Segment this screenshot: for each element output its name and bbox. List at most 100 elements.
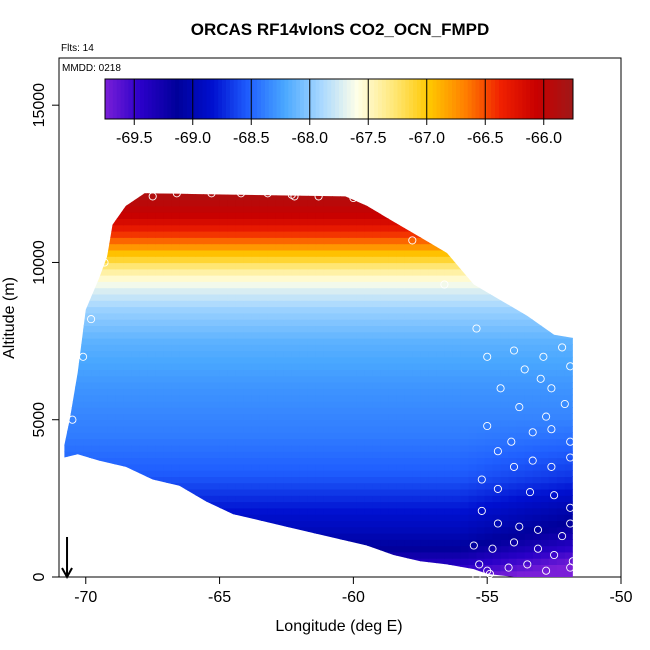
heat-cell xyxy=(356,457,365,465)
heat-cell xyxy=(307,438,317,446)
heat-cell xyxy=(163,300,172,308)
heat-cell xyxy=(259,218,269,226)
heat-cell xyxy=(107,495,116,503)
heat-cell xyxy=(67,325,76,333)
heat-cell xyxy=(460,476,469,484)
heat-cell xyxy=(99,193,108,194)
heat-cell xyxy=(99,495,108,503)
heat-cell xyxy=(139,501,148,509)
heat-cell xyxy=(227,482,237,490)
heat-cell xyxy=(468,520,478,528)
heat-cell xyxy=(251,476,261,484)
heat-cell xyxy=(219,388,229,396)
heat-cell xyxy=(420,482,429,490)
heat-cell xyxy=(532,558,542,565)
heat-cell xyxy=(171,426,180,433)
heat-cell xyxy=(508,526,518,534)
heat-cell xyxy=(452,300,461,308)
heat-cell xyxy=(532,231,542,238)
heat-cell xyxy=(155,199,164,207)
heat-cell xyxy=(508,231,518,238)
heat-cell xyxy=(556,545,566,553)
heat-cell xyxy=(259,426,269,433)
heat-cell xyxy=(556,231,566,238)
heat-cell xyxy=(548,432,558,440)
heat-cell xyxy=(243,275,253,282)
heat-cell xyxy=(227,319,237,326)
heat-cell xyxy=(211,287,221,295)
heat-cell xyxy=(83,306,92,314)
heat-cell xyxy=(372,539,381,547)
aircraft-arrow xyxy=(61,536,73,580)
heat-cell xyxy=(179,426,188,433)
heat-cell xyxy=(187,325,197,333)
heat-cell xyxy=(388,256,397,264)
heat-cell xyxy=(420,356,429,364)
heat-cell xyxy=(91,407,100,414)
heat-cell xyxy=(91,212,100,219)
heat-cell xyxy=(564,438,573,446)
heat-cell xyxy=(572,325,573,333)
heat-cell xyxy=(115,218,124,226)
heat-cell xyxy=(203,237,213,245)
heat-cell xyxy=(163,293,172,301)
heat-cell xyxy=(99,281,108,289)
heat-cell xyxy=(139,224,148,232)
heat-cell xyxy=(484,382,494,389)
heat-cell xyxy=(396,457,405,465)
heat-cell xyxy=(171,545,180,553)
heat-cell xyxy=(75,193,84,201)
heat-cell xyxy=(64,199,68,207)
heat-cell xyxy=(139,243,148,251)
heat-cell xyxy=(283,325,293,333)
heat-cell xyxy=(315,300,325,308)
observation-point xyxy=(560,399,569,409)
heat-cell xyxy=(476,275,486,282)
heat-cell xyxy=(380,507,389,515)
heat-cell xyxy=(356,337,365,345)
heat-cell xyxy=(388,457,397,465)
heat-cell xyxy=(259,249,269,257)
heat-cell xyxy=(412,287,421,295)
heat-cell xyxy=(380,224,389,232)
heat-cell xyxy=(323,363,333,370)
heat-cell xyxy=(171,268,180,276)
heat-cell xyxy=(348,507,357,515)
heat-cell xyxy=(147,325,156,333)
heat-cell xyxy=(532,237,542,245)
heat-cell xyxy=(396,262,405,270)
colorbar-segment xyxy=(167,79,172,119)
heat-cell xyxy=(508,570,518,578)
heat-cell xyxy=(219,564,229,572)
heat-cell xyxy=(540,231,550,238)
heat-cell xyxy=(91,356,100,364)
heat-cell xyxy=(380,363,389,370)
colorbar-tick-label: -69.5 xyxy=(116,130,153,147)
heat-cell xyxy=(476,394,486,402)
chart-title: ORCAS RF14vlonS CO2_OCN_FMPD xyxy=(191,20,490,39)
heat-cell xyxy=(332,407,341,414)
heat-cell xyxy=(420,476,429,484)
heat-cell xyxy=(299,193,309,194)
heat-cell xyxy=(476,325,486,333)
heat-cell xyxy=(428,249,437,257)
heat-cell xyxy=(332,205,341,213)
heat-cell xyxy=(123,350,132,358)
heat-cell xyxy=(219,193,229,194)
heat-cell xyxy=(444,312,453,320)
heat-cell xyxy=(444,400,453,408)
heat-cell xyxy=(396,350,405,358)
heat-cell xyxy=(420,526,429,534)
observation-point xyxy=(477,475,486,484)
heat-cell xyxy=(532,300,542,308)
heat-cell xyxy=(107,193,116,194)
heat-cell xyxy=(123,262,132,270)
heat-cell xyxy=(524,193,534,194)
colorbar-segment xyxy=(417,79,422,119)
heat-cell xyxy=(500,375,510,383)
heat-cell xyxy=(235,470,245,477)
heat-cell xyxy=(372,382,381,389)
heat-cell xyxy=(195,199,205,207)
heat-cell xyxy=(155,470,164,477)
heat-cell xyxy=(428,287,437,295)
